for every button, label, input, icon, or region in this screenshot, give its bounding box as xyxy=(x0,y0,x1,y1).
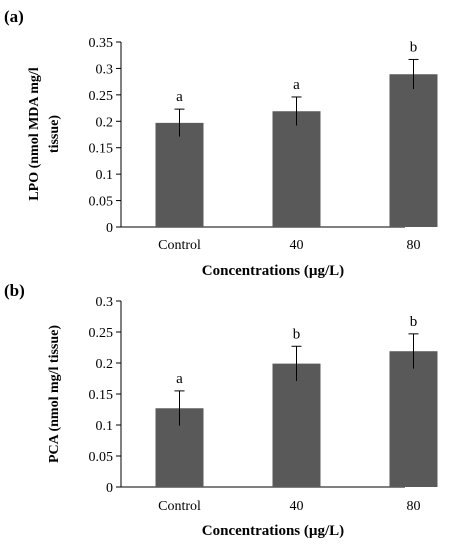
x-category-label: 40 xyxy=(290,499,304,514)
x-axis-label: Concentrations (µg/L) xyxy=(202,523,344,539)
panel-label: (a) xyxy=(4,7,24,26)
y-tick-label: 0 xyxy=(106,481,113,496)
panel-label: (b) xyxy=(4,281,25,300)
significance-label: b xyxy=(410,39,418,55)
y-tick-label: 0.05 xyxy=(89,450,114,465)
y-tick-label: 0.1 xyxy=(96,168,114,183)
y-tick-label: 0.1 xyxy=(96,419,114,434)
y-tick-label: 0.15 xyxy=(89,142,114,157)
y-axis-label: tissue) xyxy=(47,115,62,153)
bar xyxy=(389,74,438,227)
y-tick-label: 0.3 xyxy=(96,62,114,77)
x-category-label: 80 xyxy=(407,499,421,514)
bar xyxy=(272,111,321,227)
chart-panel-2: (b) 0 0.05 0.1 0.15 0.2 0.25 0.3 a Control b 40 b 80 P… xyxy=(4,281,438,539)
significance-label: a xyxy=(176,371,183,387)
y-tick-label: 0.3 xyxy=(96,295,114,310)
y-tick-label: 0.35 xyxy=(89,36,114,51)
y-axis-label: PCA (nmol mg/l tissue) xyxy=(47,325,62,463)
x-category-label: 40 xyxy=(290,238,304,253)
significance-label: b xyxy=(293,326,301,342)
bar xyxy=(272,363,321,487)
y-axis-label: LPO (nmol MDA mg/l xyxy=(27,67,42,200)
y-tick-label: 0.2 xyxy=(96,357,114,372)
significance-label: a xyxy=(176,89,183,105)
x-category-label: Control xyxy=(158,499,201,514)
x-axis-label: Concentrations (µg/L) xyxy=(202,263,344,279)
x-category-label: Control xyxy=(158,238,201,253)
bar xyxy=(389,351,438,487)
bar xyxy=(155,122,204,227)
y-tick-label: 0.15 xyxy=(89,388,114,403)
y-tick-label: 0 xyxy=(106,221,113,236)
y-tick-label: 0.25 xyxy=(89,326,114,341)
significance-label: b xyxy=(410,314,418,330)
x-category-label: 80 xyxy=(407,238,421,253)
chart-panel-1: (a) 0 0.05 0.1 0.15 0.2 0.25 0.3 0.35 a Control a 40… xyxy=(4,7,438,279)
y-tick-label: 0.2 xyxy=(96,115,114,130)
significance-label: a xyxy=(293,77,300,93)
y-tick-label: 0.05 xyxy=(89,195,114,210)
y-tick-label: 0.25 xyxy=(89,89,114,104)
